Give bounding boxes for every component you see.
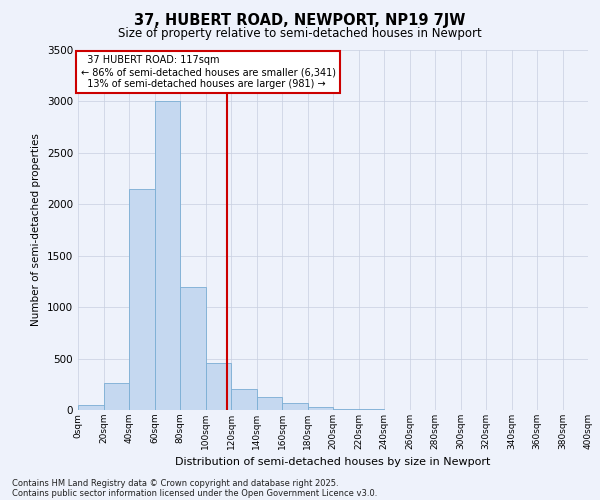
Bar [78,405,104,410]
Text: 37, HUBERT ROAD, NEWPORT, NP19 7JW: 37, HUBERT ROAD, NEWPORT, NP19 7JW [134,12,466,28]
Bar [180,286,205,410]
Bar [205,362,231,410]
Bar [308,407,333,410]
Bar [333,409,359,410]
Text: Contains public sector information licensed under the Open Government Licence v3: Contains public sector information licen… [12,488,377,498]
X-axis label: Distribution of semi-detached houses by size in Newport: Distribution of semi-detached houses by … [175,458,491,468]
Bar [257,396,282,410]
Text: Contains HM Land Registry data © Crown copyright and database right 2025.: Contains HM Land Registry data © Crown c… [12,478,338,488]
Bar [155,102,180,410]
Bar [282,404,308,410]
Bar [231,390,257,410]
Y-axis label: Number of semi-detached properties: Number of semi-detached properties [31,134,41,326]
Text: Size of property relative to semi-detached houses in Newport: Size of property relative to semi-detach… [118,28,482,40]
Bar [104,384,129,410]
Bar [129,189,155,410]
Text: 37 HUBERT ROAD: 117sqm
← 86% of semi-detached houses are smaller (6,341)
  13% o: 37 HUBERT ROAD: 117sqm ← 86% of semi-det… [80,56,335,88]
